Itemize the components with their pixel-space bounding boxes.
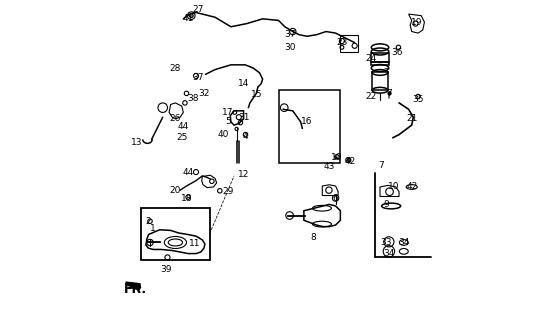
Text: 7: 7 bbox=[387, 89, 392, 98]
Text: 44: 44 bbox=[183, 168, 194, 177]
Bar bbox=[372, 62, 389, 65]
Circle shape bbox=[189, 14, 193, 18]
Bar bbox=[340, 35, 358, 52]
Text: 11: 11 bbox=[189, 239, 200, 248]
Text: 42: 42 bbox=[344, 157, 355, 166]
Text: 4: 4 bbox=[242, 132, 248, 141]
Text: 10: 10 bbox=[330, 153, 342, 162]
Text: 33: 33 bbox=[380, 238, 392, 247]
Text: 36: 36 bbox=[392, 48, 403, 57]
Text: 43: 43 bbox=[324, 162, 335, 171]
Text: 5: 5 bbox=[225, 117, 231, 126]
Text: 34: 34 bbox=[383, 249, 394, 258]
Text: 39: 39 bbox=[160, 265, 172, 274]
Text: 1: 1 bbox=[150, 224, 156, 233]
Text: 3: 3 bbox=[383, 62, 389, 71]
Text: 31: 31 bbox=[238, 113, 250, 122]
Text: 20: 20 bbox=[170, 186, 181, 195]
Text: 27: 27 bbox=[192, 5, 203, 14]
Text: 38: 38 bbox=[187, 94, 199, 103]
Circle shape bbox=[388, 92, 391, 95]
Bar bbox=[141, 208, 209, 260]
Text: 30: 30 bbox=[284, 43, 295, 52]
Text: 42: 42 bbox=[406, 182, 417, 191]
Text: 44: 44 bbox=[178, 122, 189, 131]
Text: 40: 40 bbox=[217, 130, 229, 139]
Text: 22: 22 bbox=[365, 92, 376, 101]
Bar bbox=[372, 53, 389, 62]
Text: 10: 10 bbox=[388, 182, 399, 191]
Text: 37: 37 bbox=[192, 73, 203, 82]
Bar bbox=[372, 72, 388, 90]
Text: 15: 15 bbox=[251, 91, 262, 100]
Text: 24: 24 bbox=[365, 54, 376, 63]
Text: 8: 8 bbox=[310, 233, 316, 242]
Text: 26: 26 bbox=[170, 114, 181, 123]
Text: 12: 12 bbox=[238, 170, 250, 179]
Text: 23: 23 bbox=[336, 38, 348, 47]
Text: 37: 37 bbox=[284, 30, 295, 39]
Text: 21: 21 bbox=[406, 114, 417, 123]
Text: 41: 41 bbox=[182, 14, 194, 23]
Text: 14: 14 bbox=[238, 79, 250, 88]
Text: 32: 32 bbox=[198, 89, 209, 98]
Text: 17: 17 bbox=[222, 108, 233, 117]
Text: FR.: FR. bbox=[124, 283, 146, 296]
Text: 7: 7 bbox=[378, 161, 384, 170]
Text: 13: 13 bbox=[131, 138, 143, 147]
Bar bbox=[278, 90, 340, 163]
Text: 6: 6 bbox=[333, 194, 339, 203]
Text: 28: 28 bbox=[170, 63, 181, 73]
Circle shape bbox=[348, 158, 350, 162]
Text: 2: 2 bbox=[145, 217, 150, 226]
Text: 19: 19 bbox=[411, 18, 422, 27]
Text: 34: 34 bbox=[398, 238, 409, 247]
Text: 25: 25 bbox=[176, 133, 188, 142]
Text: 29: 29 bbox=[222, 187, 233, 196]
Text: 18: 18 bbox=[181, 194, 192, 203]
Text: 16: 16 bbox=[301, 117, 313, 126]
Polygon shape bbox=[125, 282, 140, 291]
Text: 9: 9 bbox=[383, 200, 389, 209]
Text: 35: 35 bbox=[412, 95, 424, 104]
